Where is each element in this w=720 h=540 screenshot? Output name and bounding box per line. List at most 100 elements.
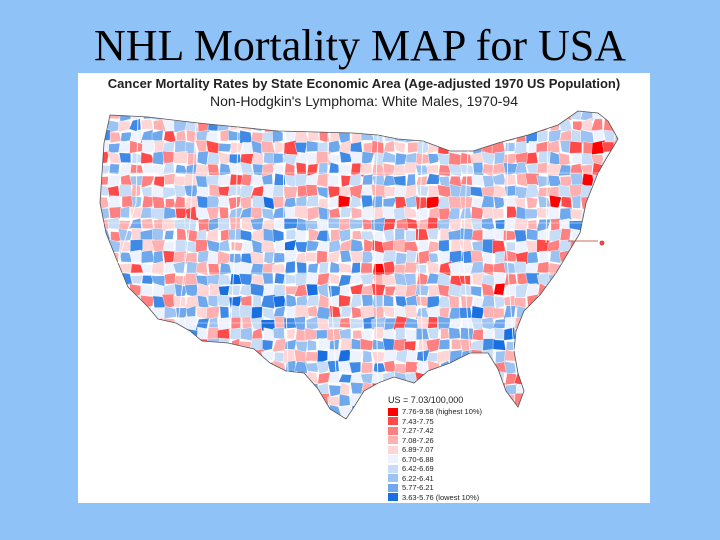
map-region [140,151,155,164]
map-region [415,296,428,307]
map-region [373,405,385,419]
map-region [603,294,616,307]
map-region [580,111,595,122]
map-region [602,340,618,352]
map-region [327,360,340,373]
map-region [569,252,585,264]
map-region [294,383,309,397]
map-region [547,111,559,122]
map-region [382,349,397,362]
map-region [537,195,551,208]
map-region [228,360,243,375]
map-region [194,382,210,397]
map-region [129,414,143,419]
map-region [536,207,550,219]
map-region [107,394,122,408]
map-region [207,295,219,308]
map-region [570,262,584,275]
map-region [317,111,330,122]
map-region [274,415,285,419]
map-region [581,117,594,133]
map-region [100,196,110,210]
map-region [371,239,385,254]
map-region [580,384,594,394]
map-region [494,119,505,131]
map-region [131,195,143,209]
map-region [426,227,439,240]
map-region [559,283,573,297]
map-region [206,227,219,242]
map-region [382,306,396,318]
map-region [100,339,110,351]
map-region [417,111,428,121]
map-region [469,118,486,132]
map-region [571,195,582,209]
map-region [603,197,616,208]
map-region [240,173,253,187]
map-region [307,404,320,417]
map-region [550,218,561,232]
map-region [504,142,516,152]
map-region [591,285,604,298]
map-region [461,218,473,230]
map-region [140,406,155,418]
map-region [272,228,285,243]
map-region [100,360,109,375]
map-region [593,196,605,210]
map-region [350,206,362,220]
map-region [372,339,385,350]
map-region [614,262,618,276]
map-region [481,111,495,121]
map-region [129,140,144,154]
map-region [460,175,475,186]
map-region [525,308,540,319]
map-region [603,162,617,177]
map-region [602,209,617,218]
map-region [481,374,496,387]
map-region [362,350,373,364]
map-region [403,206,418,219]
map-region [360,184,375,196]
map-region [514,141,527,154]
map-region [547,381,562,397]
map-region [615,195,618,209]
map-region [470,285,482,297]
map-region [613,173,618,187]
map-region [426,164,439,175]
map-region [252,294,262,309]
map-region [230,416,242,419]
map-region [162,337,176,351]
map-region [439,128,452,144]
map-region [338,163,352,178]
map-region [350,417,364,419]
map-region [460,295,474,309]
legend-swatch [388,464,398,473]
map-region [140,326,155,340]
map-region [614,272,618,286]
map-region [459,371,472,385]
map-region [141,195,154,209]
map-region [231,241,244,252]
map-region [580,227,595,243]
map-region [141,218,154,230]
map-region [140,118,154,130]
map-region [515,282,529,299]
map-region [106,405,122,418]
map-region [570,359,585,375]
map-region [613,139,618,154]
map-region [196,150,209,166]
map-region [614,361,618,376]
map-region [450,370,463,384]
map-region [305,351,318,362]
map-region [382,197,398,208]
map-region [239,130,253,144]
map-region [406,349,418,363]
map-region [304,362,320,373]
map-region [449,349,463,364]
map-region [582,216,595,232]
map-region [272,305,286,318]
map-region [218,373,230,385]
map-region [205,111,222,121]
map-region [107,350,120,363]
map-region [570,129,582,144]
